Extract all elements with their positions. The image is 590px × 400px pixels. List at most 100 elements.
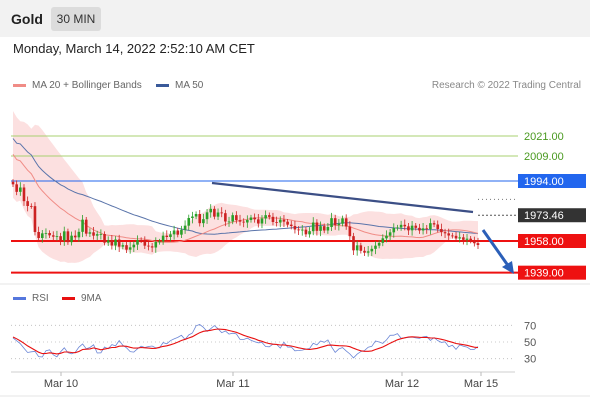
resistance-label: 2021.00 bbox=[524, 131, 564, 143]
candle-body bbox=[99, 234, 103, 235]
candle-body bbox=[253, 217, 256, 220]
legend-label-ma20: MA 20 + Bollinger Bands bbox=[32, 80, 142, 91]
support-label-box bbox=[518, 265, 586, 280]
candle-body bbox=[88, 232, 92, 234]
bollinger-band-fill bbox=[13, 111, 478, 263]
time-tick-label: Mar 12 bbox=[385, 378, 419, 390]
pivot-label: 1994.00 bbox=[524, 176, 564, 188]
candle-body bbox=[297, 229, 300, 231]
candle-body bbox=[95, 234, 99, 236]
candle-body bbox=[352, 236, 355, 251]
candle-body bbox=[136, 240, 139, 245]
candle-body bbox=[271, 216, 275, 222]
candle-body bbox=[48, 233, 51, 236]
legend-swatch-ma20 bbox=[13, 83, 26, 87]
candle-body bbox=[289, 224, 293, 226]
candle-body bbox=[363, 250, 366, 253]
forecast-arrow-shaft bbox=[481, 229, 511, 268]
candle-body bbox=[11, 181, 15, 185]
timeframe-button[interactable]: 30 MIN bbox=[51, 7, 101, 31]
candle-body bbox=[238, 220, 242, 222]
candle-body bbox=[235, 215, 238, 221]
candle-body bbox=[70, 235, 73, 243]
legend-swatch-9ma bbox=[62, 296, 75, 300]
candle-body bbox=[106, 240, 110, 243]
rsi-tick-label: 50 bbox=[524, 337, 536, 349]
candle-body bbox=[117, 239, 121, 247]
candle-body bbox=[414, 225, 418, 228]
candle-body bbox=[128, 247, 132, 250]
candle-body bbox=[77, 231, 81, 238]
candle-body bbox=[432, 223, 436, 225]
legend-swatch-ma50 bbox=[156, 83, 169, 87]
candle-body bbox=[278, 219, 282, 223]
rsi-tick-label: 70 bbox=[524, 320, 536, 332]
rsi-line bbox=[12, 324, 479, 359]
candle-body bbox=[308, 231, 311, 235]
candle-body bbox=[388, 232, 392, 236]
candle-body bbox=[242, 221, 245, 223]
candle-body bbox=[194, 214, 198, 217]
support-label: 1958.00 bbox=[524, 236, 564, 248]
candle-body bbox=[451, 235, 454, 237]
current-price-label: 1973.46 bbox=[524, 210, 564, 222]
candle-body bbox=[216, 212, 220, 217]
level-lines-layer bbox=[11, 135, 518, 274]
legend-swatch-rsi bbox=[13, 296, 26, 300]
candle-body bbox=[205, 212, 209, 220]
candle-body bbox=[315, 222, 319, 231]
candle-body bbox=[15, 184, 18, 192]
resistance-label: 2009.00 bbox=[524, 151, 564, 163]
candle-body bbox=[84, 219, 88, 234]
candle-body bbox=[198, 214, 202, 224]
candle-body bbox=[344, 218, 348, 227]
candle-body bbox=[147, 245, 150, 247]
candles-layer bbox=[11, 179, 480, 257]
pivot-label-box bbox=[518, 174, 586, 188]
time-tick-label: Mar 10 bbox=[44, 378, 78, 390]
candle-body bbox=[176, 230, 180, 235]
candle-body bbox=[264, 215, 267, 219]
candle-body bbox=[103, 234, 106, 243]
trendline-layer bbox=[211, 181, 514, 274]
descending-trendline bbox=[211, 181, 474, 214]
time-tick-label: Mar 15 bbox=[464, 378, 498, 390]
candle-body bbox=[333, 218, 337, 226]
legend-label-ma50: MA 50 bbox=[175, 80, 204, 91]
candle-body bbox=[183, 225, 187, 230]
copyright-text: Research © 2022 Trading Central bbox=[431, 80, 581, 91]
candle-body bbox=[410, 225, 414, 231]
candle-body bbox=[150, 246, 154, 248]
rsi-panel: 70 50 30 bbox=[11, 320, 536, 366]
bollinger-band-layer bbox=[13, 111, 478, 263]
rsi-tick-label: 30 bbox=[524, 354, 536, 366]
candle-body bbox=[267, 215, 271, 217]
candle-body bbox=[381, 238, 385, 243]
price-labels-layer: 2021.00 2009.00 1994.00 1973.46 1958.00 1939.… bbox=[518, 131, 586, 280]
candle-body bbox=[154, 242, 158, 248]
candle-body bbox=[407, 226, 410, 231]
candle-body bbox=[260, 218, 264, 224]
candle-body bbox=[418, 227, 421, 231]
candle-body bbox=[443, 232, 447, 234]
candle-body bbox=[180, 229, 183, 235]
candle-body bbox=[311, 222, 315, 232]
candle-body bbox=[231, 215, 234, 222]
candle-body bbox=[73, 235, 77, 238]
candle-body bbox=[257, 219, 260, 224]
candle-body bbox=[22, 187, 26, 202]
candle-body bbox=[319, 226, 322, 231]
candle-body bbox=[275, 222, 278, 223]
candle-body bbox=[158, 241, 161, 243]
candle-body bbox=[399, 224, 403, 228]
candle-body bbox=[172, 230, 176, 235]
candle-body bbox=[121, 245, 125, 247]
candle-body bbox=[44, 233, 48, 234]
candle-body bbox=[62, 231, 66, 241]
candle-body bbox=[293, 226, 297, 230]
candle-body bbox=[92, 232, 95, 236]
candle-body bbox=[396, 227, 399, 229]
current-price-box bbox=[518, 208, 586, 223]
candle-body bbox=[165, 235, 169, 237]
